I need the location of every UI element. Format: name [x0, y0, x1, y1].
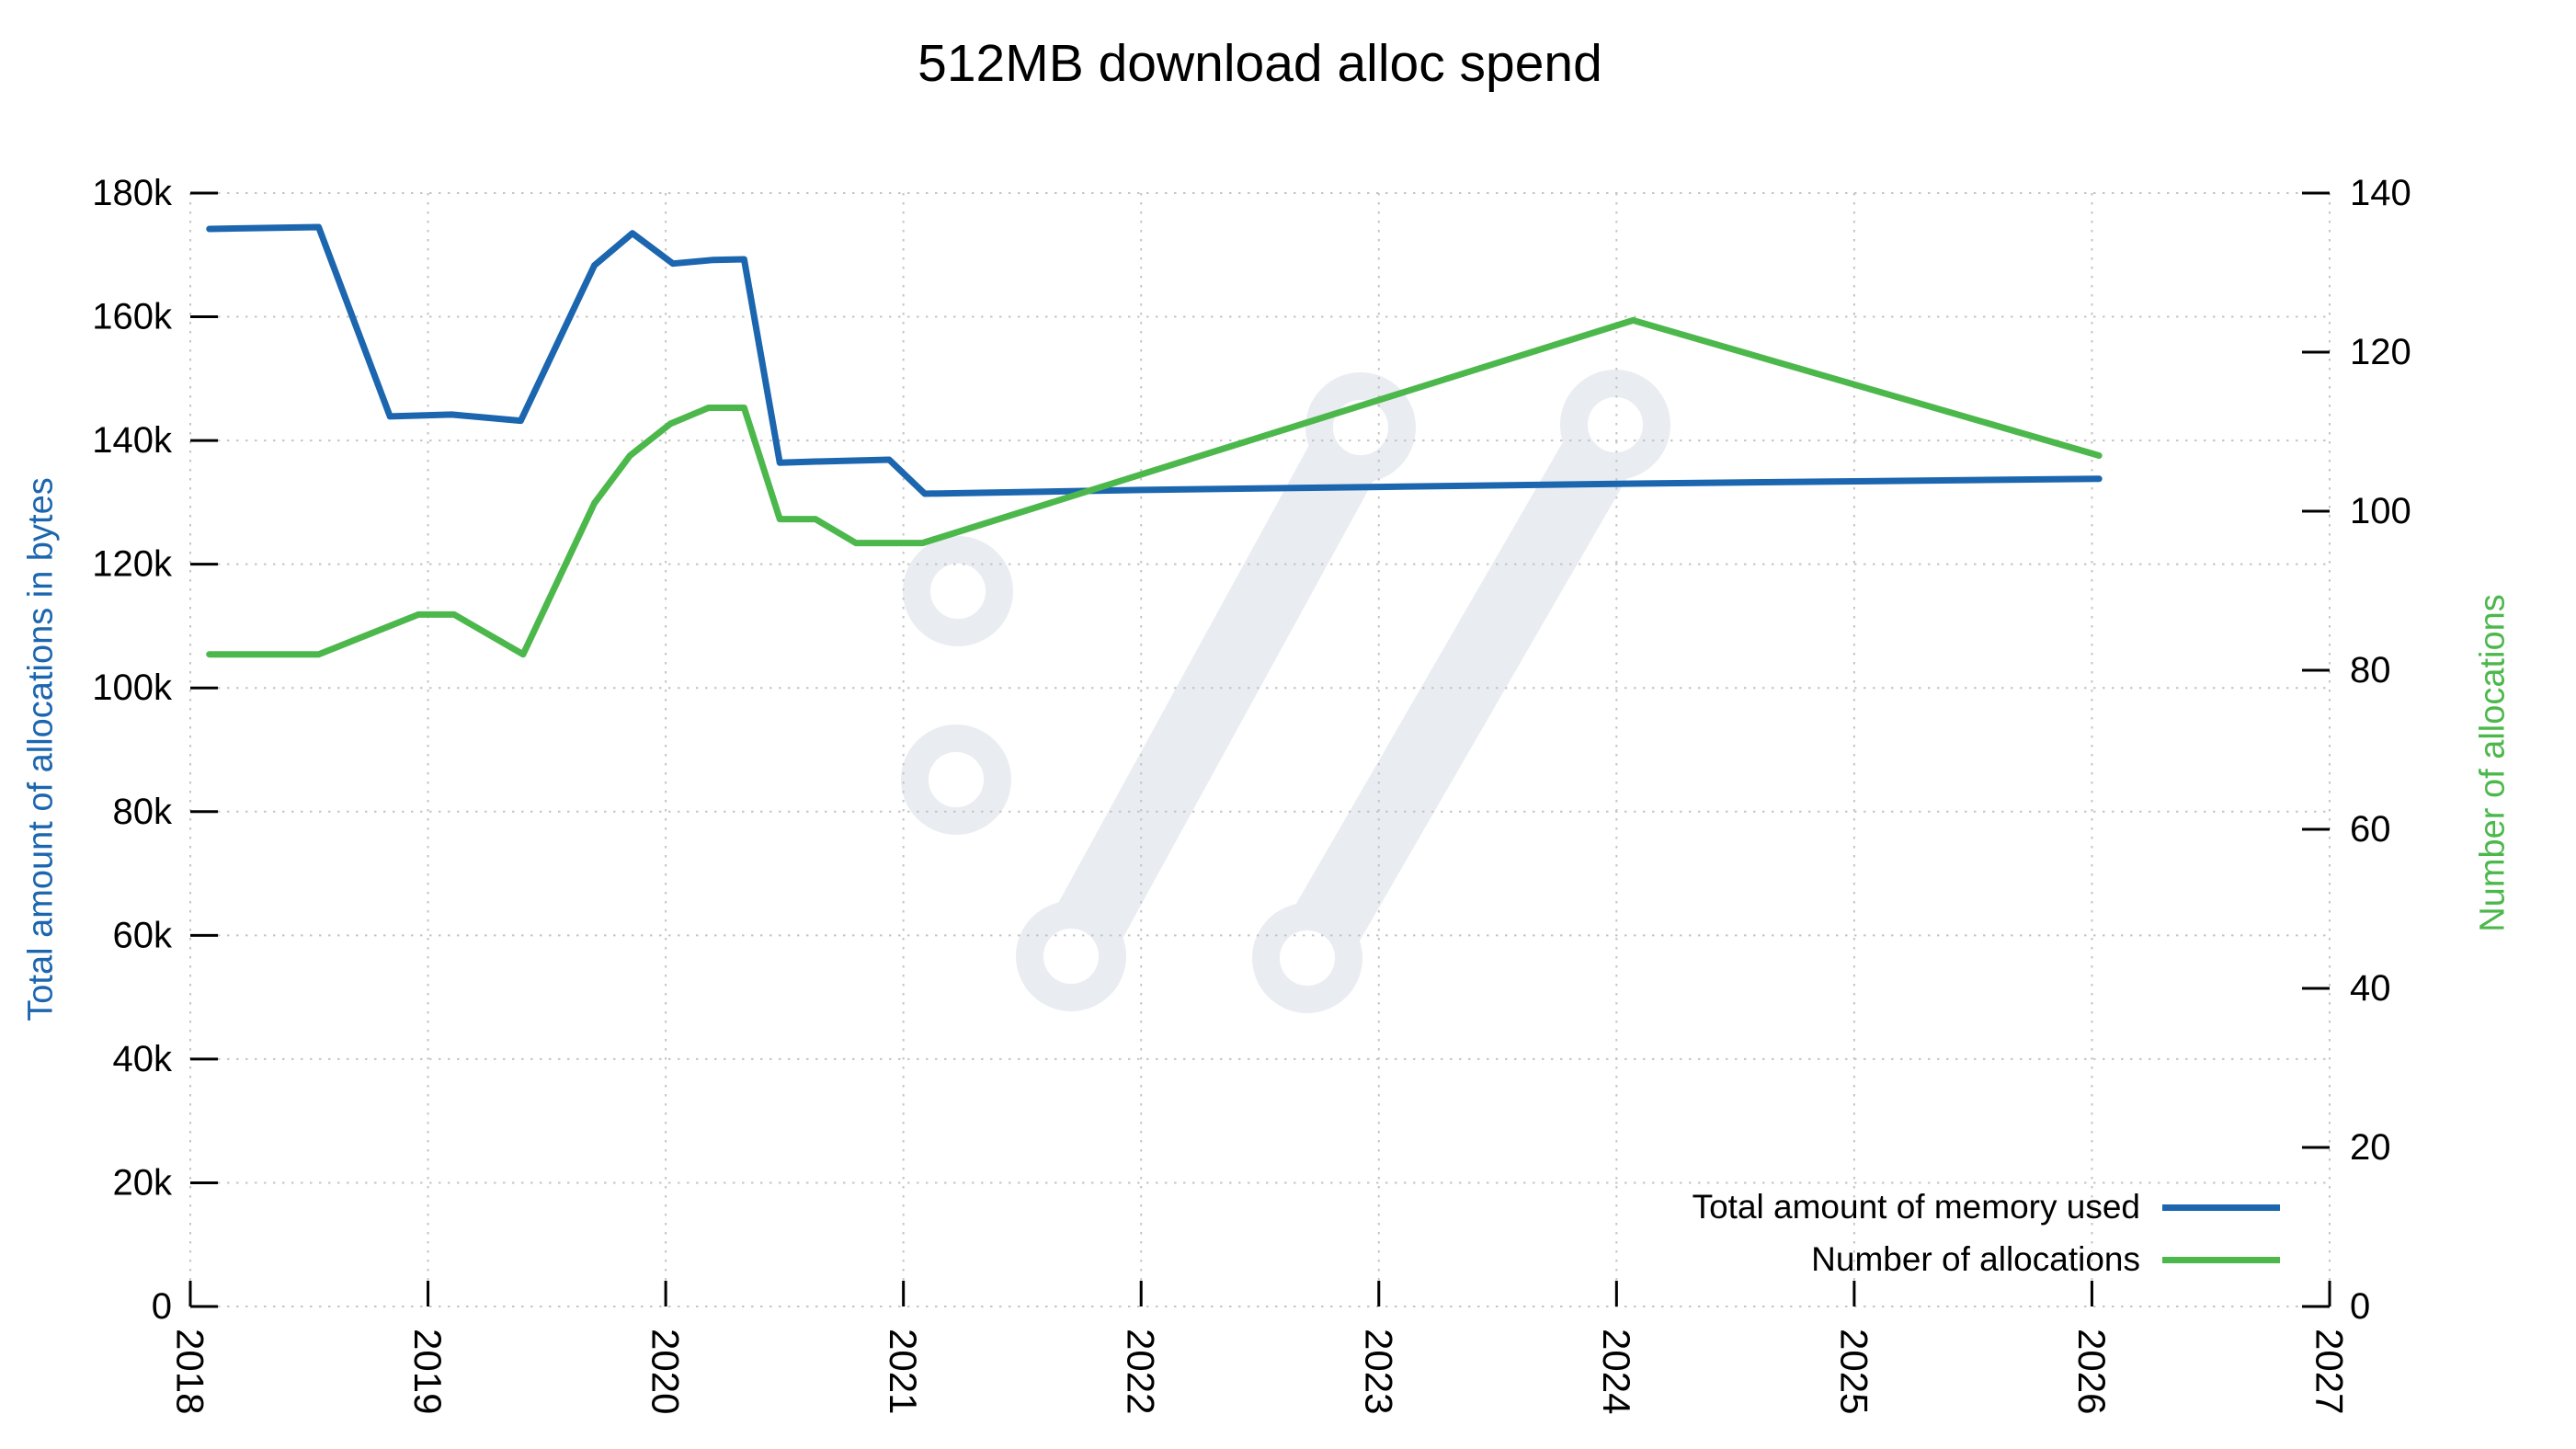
- x-axis-tick-label: 2025: [1832, 1329, 1875, 1414]
- legend-label-memory: Total amount of memory used: [1692, 1188, 2140, 1226]
- x-axis-tick-label: 2019: [406, 1329, 450, 1414]
- watermark-ring-icon: [903, 536, 1013, 646]
- right-axis-title: Number of allocations: [2473, 594, 2513, 932]
- legend: Total amount of memory used Number of al…: [1693, 1188, 2280, 1279]
- memory-series-line: [206, 223, 2103, 497]
- right-axis-tick-label: 100: [2350, 491, 2411, 531]
- left-axis-tick-label: 160k: [92, 297, 173, 337]
- left-axis-tick-label: 140k: [92, 420, 173, 461]
- watermark-ring-icon: [1560, 370, 1670, 480]
- x-axis-tick-label: 2022: [1120, 1329, 1163, 1414]
- x-axis-tick-label: 2020: [644, 1329, 688, 1414]
- x-axis-tick-label: 2026: [2070, 1329, 2114, 1414]
- watermark-ring-icon: [1252, 903, 1362, 1013]
- left-axis-tick-label: 80k: [113, 792, 173, 832]
- left-axis-tick-label: 0: [152, 1286, 172, 1327]
- left-axis-tick-label: 180k: [92, 173, 173, 213]
- x-axis-tick-label: 2023: [1357, 1329, 1400, 1414]
- right-axis-tick-label: 140: [2350, 173, 2411, 213]
- right-axis-tick-label: 120: [2350, 332, 2411, 372]
- chart-title: 512MB download alloc spend: [918, 34, 1602, 93]
- left-axis-tick-label: 100k: [92, 667, 173, 708]
- left-axis-tick-label: 60k: [113, 915, 173, 955]
- left-axis-tick-label: 20k: [113, 1162, 173, 1203]
- right-axis-tick-label: 60: [2350, 809, 2391, 850]
- legend-item-allocations: Number of allocations: [1811, 1240, 2280, 1279]
- watermark-ring-icon: [1016, 901, 1126, 1011]
- watermark-ring-icon: [901, 724, 1011, 835]
- left-axis-tick-label: 40k: [113, 1039, 173, 1079]
- allocations-series-line: [206, 316, 2103, 658]
- legend-item-memory: Total amount of memory used: [1693, 1188, 2280, 1227]
- watermark-bar-icon: [1034, 391, 1397, 993]
- left-axis-title: Total amount of allocations in bytes: [21, 477, 61, 1021]
- x-axis-tick-label: 2021: [882, 1329, 925, 1414]
- left-axis-tick-label: 120k: [92, 544, 173, 585]
- x-axis-tick-label: 2024: [1595, 1329, 1638, 1414]
- x-axis-tick-label: 2027: [2308, 1329, 2352, 1414]
- right-axis-tick-label: 0: [2350, 1286, 2370, 1327]
- legend-line-allocations-icon: [2162, 1256, 2280, 1263]
- x-axis-tick-label: 2018: [169, 1329, 212, 1414]
- watermark-bar-icon: [1271, 388, 1652, 995]
- right-axis-tick-label: 40: [2350, 968, 2391, 1009]
- legend-label-allocations: Number of allocations: [1811, 1240, 2140, 1278]
- right-axis-tick-label: 20: [2350, 1127, 2391, 1168]
- watermark-ring-icon: [1305, 372, 1416, 483]
- legend-line-memory-icon: [2162, 1204, 2280, 1211]
- right-axis-tick-label: 80: [2350, 650, 2391, 690]
